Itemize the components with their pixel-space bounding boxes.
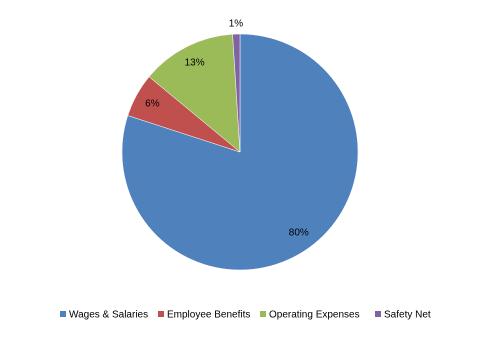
- legend-label: Operating Expenses: [269, 310, 360, 321]
- data-label: 80%: [289, 228, 309, 239]
- legend-label: Wages & Salaries: [69, 310, 148, 321]
- legend-swatch: [260, 311, 266, 317]
- legend-swatch: [375, 311, 381, 317]
- legend-label: Employee Benefits: [167, 310, 250, 321]
- data-label: 13%: [185, 58, 205, 69]
- legend-swatch: [158, 311, 164, 317]
- legend-swatch: [60, 311, 66, 317]
- legend-label: Safety Net: [384, 310, 431, 321]
- pie-slice: [148, 33, 241, 153]
- data-label: 1%: [229, 19, 244, 30]
- pie-slice: [121, 33, 359, 271]
- pie-slice: [232, 33, 241, 153]
- data-label: 6%: [145, 98, 160, 109]
